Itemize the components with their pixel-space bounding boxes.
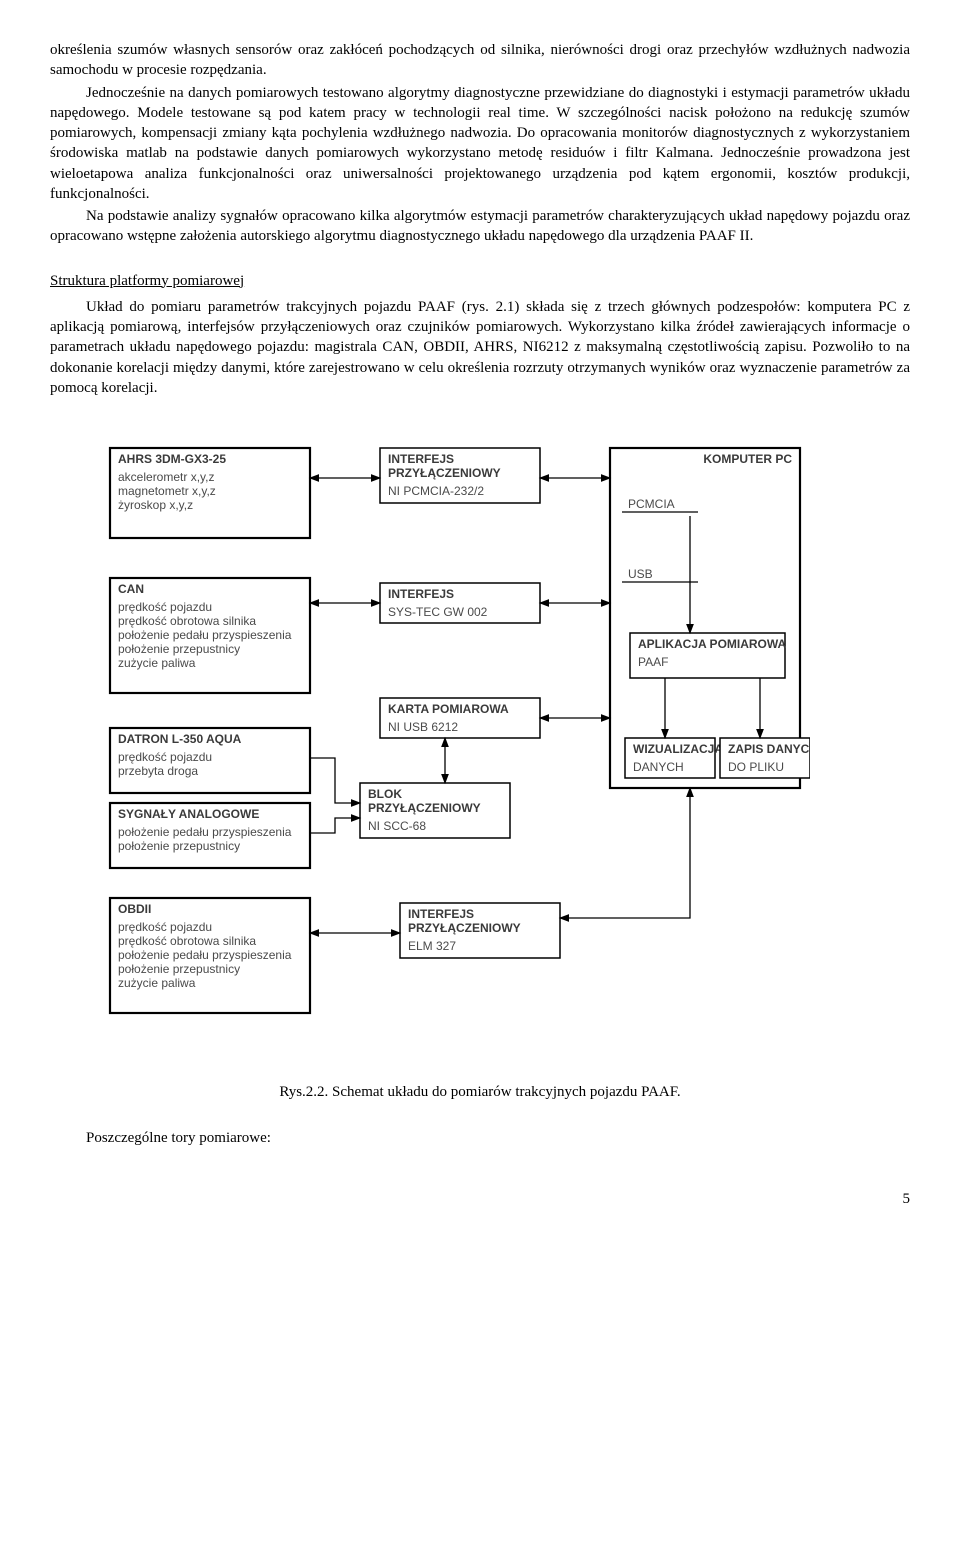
svg-text:akcelerometr x,y,z: akcelerometr x,y,z (118, 470, 214, 484)
svg-text:zużycie paliwa: zużycie paliwa (118, 656, 196, 670)
svg-text:ZAPIS DANYCH: ZAPIS DANYCH (728, 742, 810, 756)
svg-text:zużycie paliwa: zużycie paliwa (118, 976, 196, 990)
paragraph-2: Jednocześnie na danych pomiarowych testo… (50, 83, 910, 205)
paragraph-4: Układ do pomiaru parametrów trakcyjnych … (50, 297, 910, 398)
svg-text:KOMPUTER PC: KOMPUTER PC (703, 452, 792, 466)
figure-caption: Rys.2.2. Schemat układu do pomiarów trak… (50, 1082, 910, 1102)
svg-text:PAAF: PAAF (638, 655, 668, 669)
svg-text:położenie przepustnicy: położenie przepustnicy (118, 839, 240, 853)
svg-text:DATRON L-350 AQUA: DATRON L-350 AQUA (118, 732, 242, 746)
svg-text:prędkość obrotowa silnika: prędkość obrotowa silnika (118, 614, 256, 628)
paragraph-3: Na podstawie analizy sygnałów opracowano… (50, 206, 910, 247)
svg-text:BLOK: BLOK (368, 787, 402, 801)
svg-text:PRZYŁĄCZENIOWY: PRZYŁĄCZENIOWY (368, 801, 481, 815)
svg-text:NI USB 6212: NI USB 6212 (388, 720, 458, 734)
svg-text:prędkość pojazdu: prędkość pojazdu (118, 750, 212, 764)
svg-text:DO PLIKU: DO PLIKU (728, 760, 784, 774)
svg-text:OBDII: OBDII (118, 902, 151, 916)
svg-text:SYGNAŁY ANALOGOWE: SYGNAŁY ANALOGOWE (118, 807, 259, 821)
svg-text:AHRS 3DM-GX3-25: AHRS 3DM-GX3-25 (118, 452, 226, 466)
svg-text:przebyta droga: przebyta droga (118, 764, 198, 778)
page-number: 5 (50, 1189, 910, 1209)
svg-text:INTERFEJS: INTERFEJS (388, 452, 454, 466)
svg-text:DANYCH: DANYCH (633, 760, 684, 774)
svg-text:KARTA POMIAROWA: KARTA POMIAROWA (388, 702, 509, 716)
svg-text:żyroskop x,y,z: żyroskop x,y,z (118, 498, 193, 512)
svg-text:prędkość pojazdu: prędkość pojazdu (118, 600, 212, 614)
svg-text:CAN: CAN (118, 582, 144, 596)
svg-text:NI PCMCIA-232/2: NI PCMCIA-232/2 (388, 484, 484, 498)
svg-text:SYS-TEC GW 002: SYS-TEC GW 002 (388, 605, 488, 619)
system-diagram: AHRS 3DM-GX3-25 akcelerometr x,y,zmagneto… (50, 428, 910, 1068)
svg-text:położenie przepustnicy: położenie przepustnicy (118, 642, 240, 656)
paragraph-1: określenia szumów własnych sensorów oraz… (50, 40, 910, 81)
svg-text:ELM 327: ELM 327 (408, 939, 456, 953)
svg-text:PRZYŁĄCZENIOWY: PRZYŁĄCZENIOWY (408, 921, 521, 935)
svg-text:położenie pedału przyspieszeni: położenie pedału przyspieszenia (118, 628, 292, 642)
diagram-svg: AHRS 3DM-GX3-25 akcelerometr x,y,zmagneto… (50, 428, 810, 1068)
svg-text:APLIKACJA POMIAROWA: APLIKACJA POMIAROWA (638, 637, 787, 651)
svg-text:położenie pedału przyspieszeni: położenie pedału przyspieszenia (118, 948, 292, 962)
svg-text:PRZYŁĄCZENIOWY: PRZYŁĄCZENIOWY (388, 466, 501, 480)
svg-text:położenie przepustnicy: położenie przepustnicy (118, 962, 240, 976)
svg-text:WIZUALIZACJA: WIZUALIZACJA (633, 742, 723, 756)
svg-text:USB: USB (628, 567, 653, 581)
sub-heading: Poszczególne tory pomiarowe: (86, 1128, 910, 1148)
svg-text:magnetometr x,y,z: magnetometr x,y,z (118, 484, 216, 498)
svg-text:położenie pedału przyspieszeni: położenie pedału przyspieszenia (118, 825, 292, 839)
svg-text:INTERFEJS: INTERFEJS (388, 587, 454, 601)
section-title: Struktura platformy pomiarowej (50, 271, 910, 291)
svg-text:INTERFEJS: INTERFEJS (408, 907, 474, 921)
svg-text:PCMCIA: PCMCIA (628, 497, 675, 511)
svg-text:NI SCC-68: NI SCC-68 (368, 819, 426, 833)
svg-text:prędkość obrotowa silnika: prędkość obrotowa silnika (118, 934, 256, 948)
svg-text:prędkość pojazdu: prędkość pojazdu (118, 920, 212, 934)
